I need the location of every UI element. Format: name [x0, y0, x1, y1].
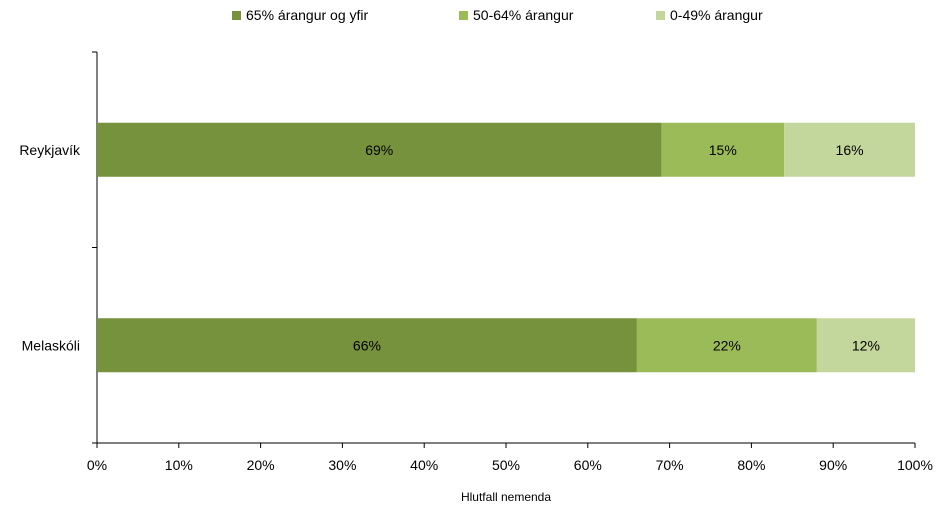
data-label-reykjavik-2: 16%	[836, 142, 864, 158]
data-label-melaskoli-1: 22%	[713, 337, 741, 353]
legend-swatch-50-64	[459, 10, 468, 20]
x-tick-label: 20%	[247, 457, 275, 473]
chart-legend: 65% árangur og yfir 50-64% árangur 0-49%…	[0, 7, 939, 27]
x-tick-label: 10%	[165, 457, 193, 473]
data-label-melaskoli-2: 12%	[852, 337, 880, 353]
category-label-melaskoli: Melaskóli	[22, 337, 80, 353]
bar-segment-reykjavik-1	[661, 122, 785, 177]
data-label-melaskoli-0: 66%	[353, 337, 381, 353]
legend-item-65-plus: 65% árangur og yfir	[232, 7, 368, 23]
x-tick-label: 100%	[897, 457, 933, 473]
legend-item-0-49: 0-49% árangur	[656, 7, 763, 23]
x-tick-label: 70%	[656, 457, 684, 473]
bar-segment-melaskoli-2	[816, 318, 915, 373]
legend-label-50-64: 50-64% árangur	[473, 7, 574, 23]
legend-swatch-65-plus	[232, 10, 241, 20]
bar-segment-melaskoli-1	[636, 318, 817, 373]
x-tick-label: 50%	[492, 457, 520, 473]
x-tick-label: 90%	[819, 457, 847, 473]
legend-label-0-49: 0-49% árangur	[670, 7, 763, 23]
data-label-reykjavik-1: 15%	[709, 142, 737, 158]
x-tick-label: 0%	[87, 457, 107, 473]
x-tick-label: 30%	[328, 457, 356, 473]
x-tick-label: 40%	[410, 457, 438, 473]
legend-item-50-64: 50-64% árangur	[459, 7, 573, 23]
bar-segment-reykjavik-0	[97, 122, 662, 177]
bar-segment-melaskoli-0	[97, 318, 637, 373]
x-tick-label: 80%	[737, 457, 765, 473]
x-tick-label: 60%	[574, 457, 602, 473]
bar-segment-reykjavik-2	[784, 122, 915, 177]
x-axis-title: Hlutfall nemenda	[461, 490, 551, 504]
category-label-reykjavik: Reykjavík	[19, 142, 81, 158]
legend-label-65-plus: 65% árangur og yfir	[246, 7, 369, 23]
legend-swatch-0-49	[656, 10, 665, 20]
data-label-reykjavik-0: 69%	[365, 142, 393, 158]
